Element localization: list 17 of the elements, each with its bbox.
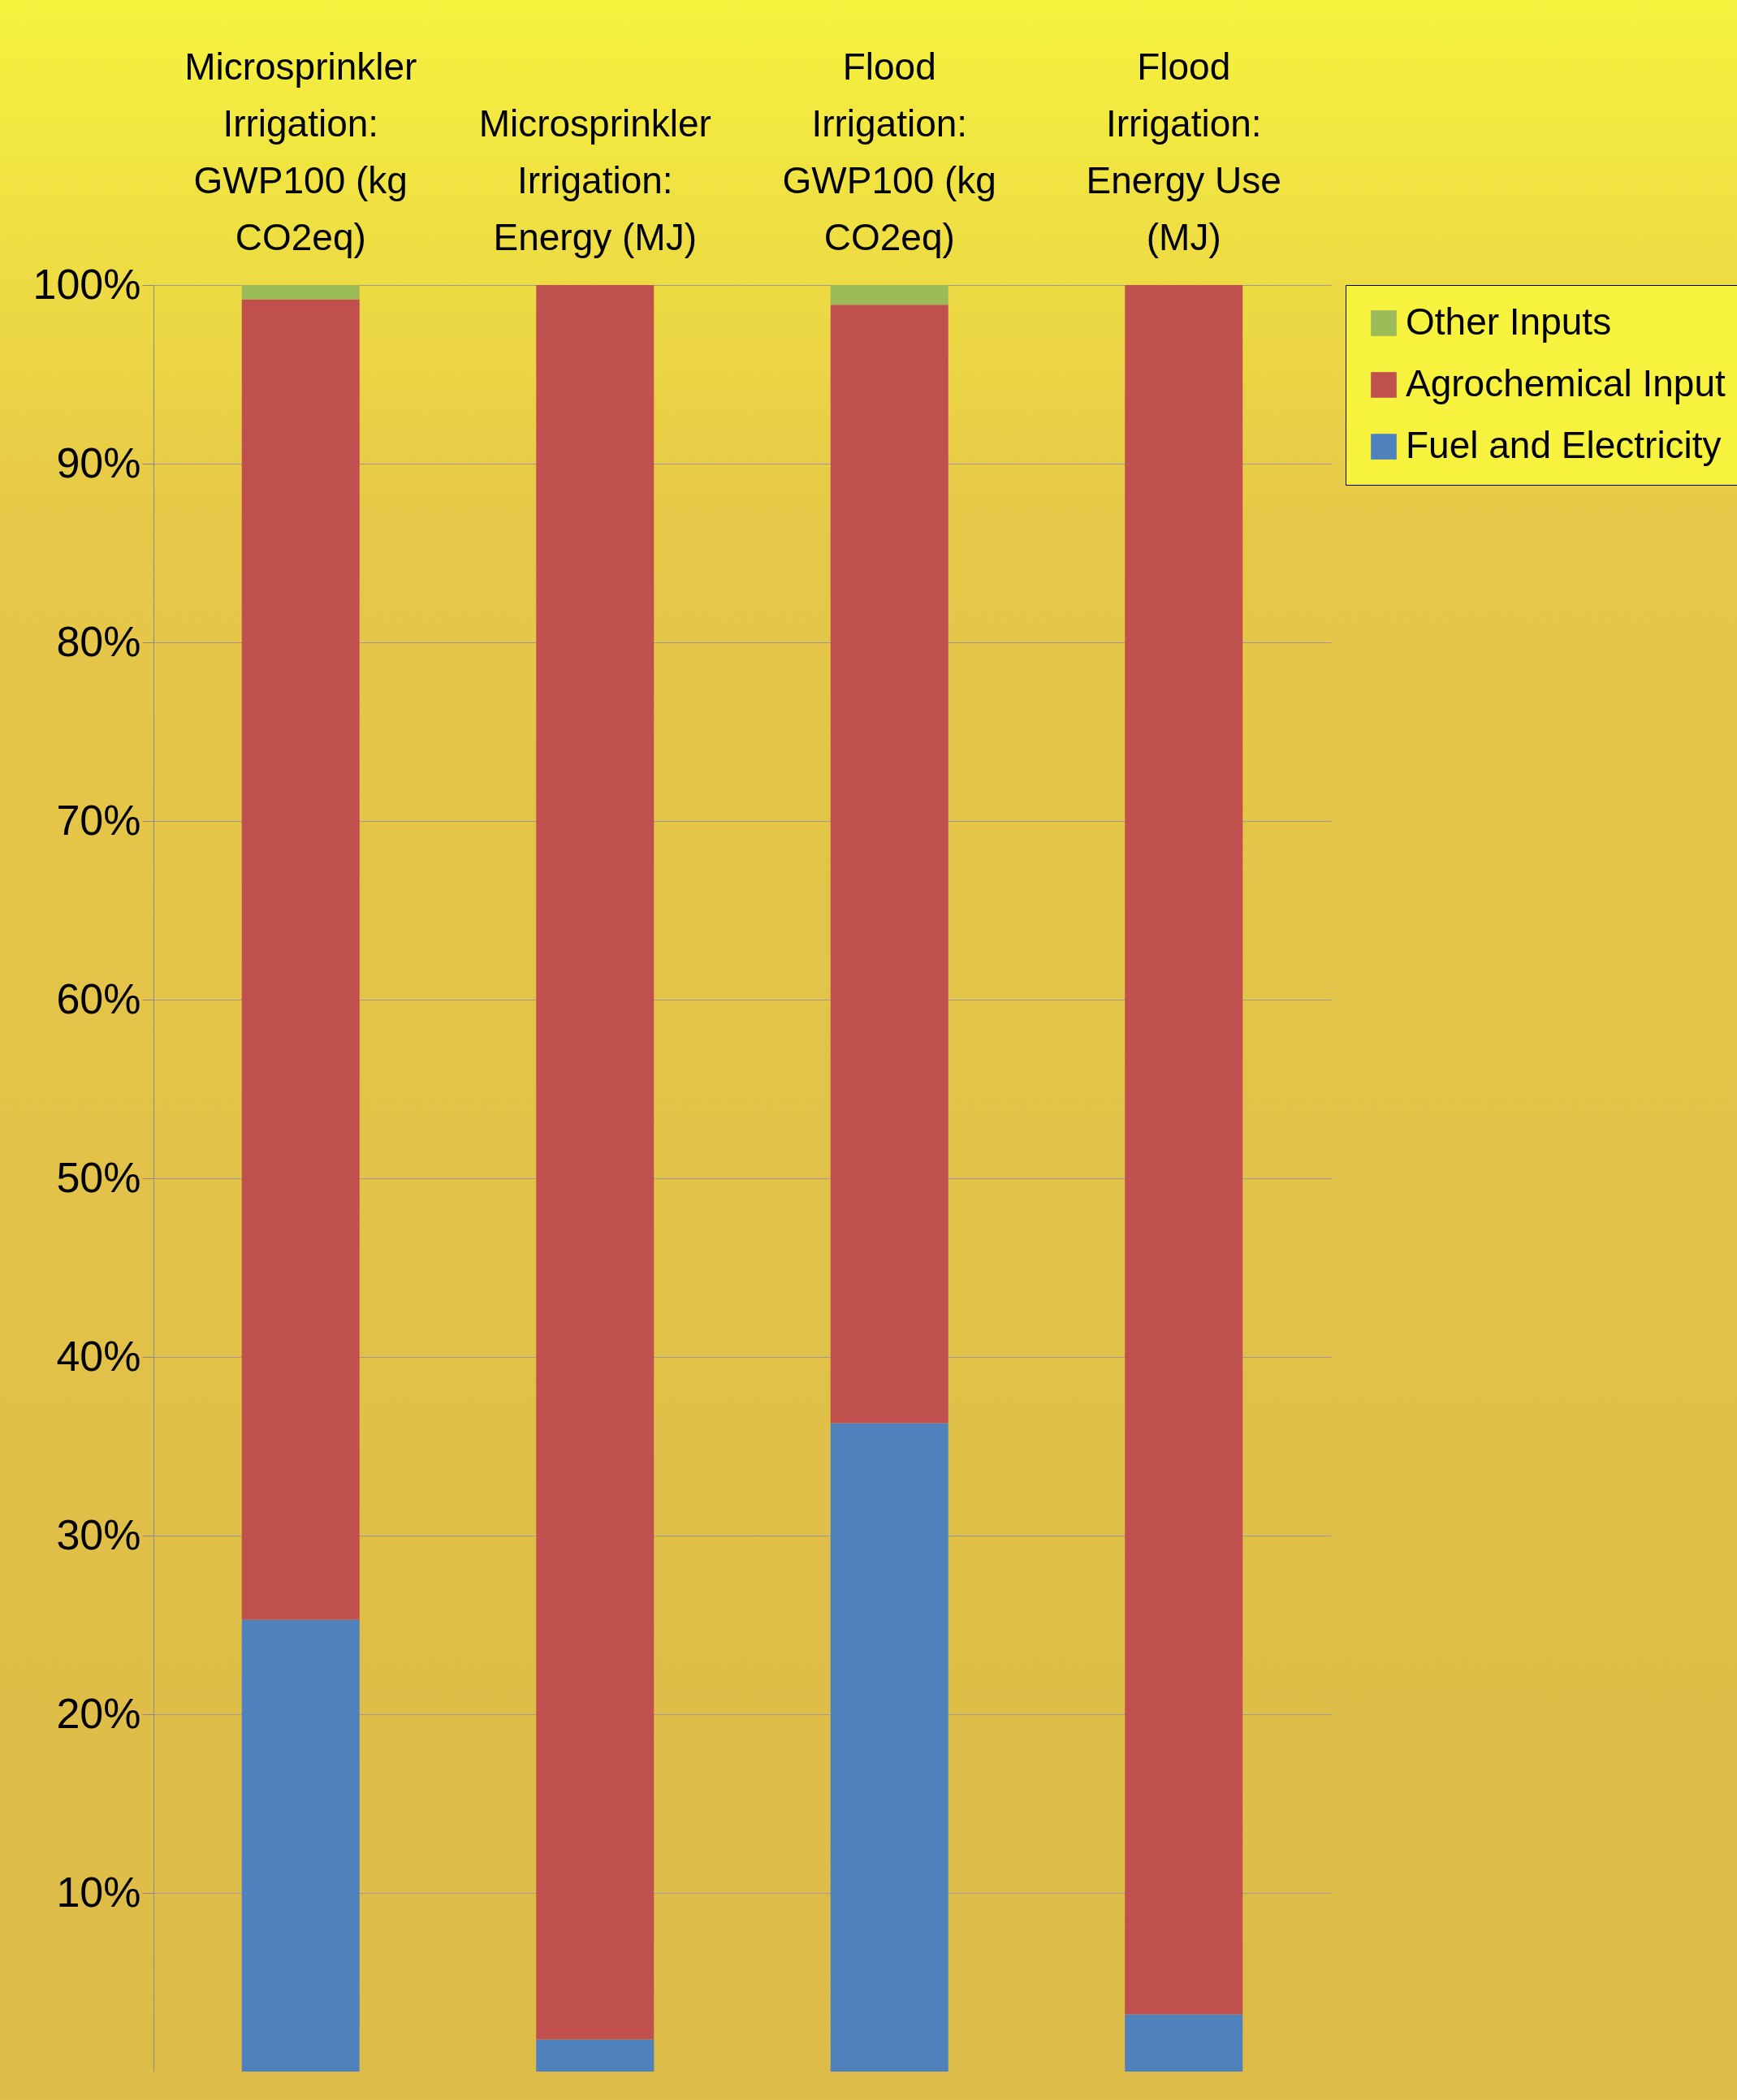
x-tick-label: Flood Irrigation: GWP100 (kg CO2eq) <box>782 45 996 258</box>
legend-label: Fuel and Electricity <box>1406 424 1722 466</box>
y-tick-label: 70% <box>56 796 141 844</box>
y-tick-label: 30% <box>56 1510 141 1558</box>
y-tick-label: 80% <box>56 617 141 665</box>
y-tick-label: 40% <box>56 1332 141 1380</box>
y-tick-label: 100% <box>32 260 141 308</box>
y-tick-label: 10% <box>56 1868 141 1916</box>
y-tick-label: 50% <box>56 1153 141 1201</box>
y-tick-label: 60% <box>56 974 141 1022</box>
y-tick-label: 20% <box>56 1689 141 1737</box>
x-tick-label: Flood Irrigation: Energy Use (MJ) <box>1086 45 1281 258</box>
x-tick-label: Microsprinkler Irrigation: Energy (MJ) <box>478 102 711 258</box>
legend-label: Other Inputs <box>1406 300 1612 343</box>
y-tick-label: 90% <box>56 439 141 486</box>
legend-label: Agrochemical Input <box>1406 362 1726 404</box>
x-tick-label: Microsprinkler Irrigation: GWP100 (kg CO2eq) <box>184 45 417 258</box>
